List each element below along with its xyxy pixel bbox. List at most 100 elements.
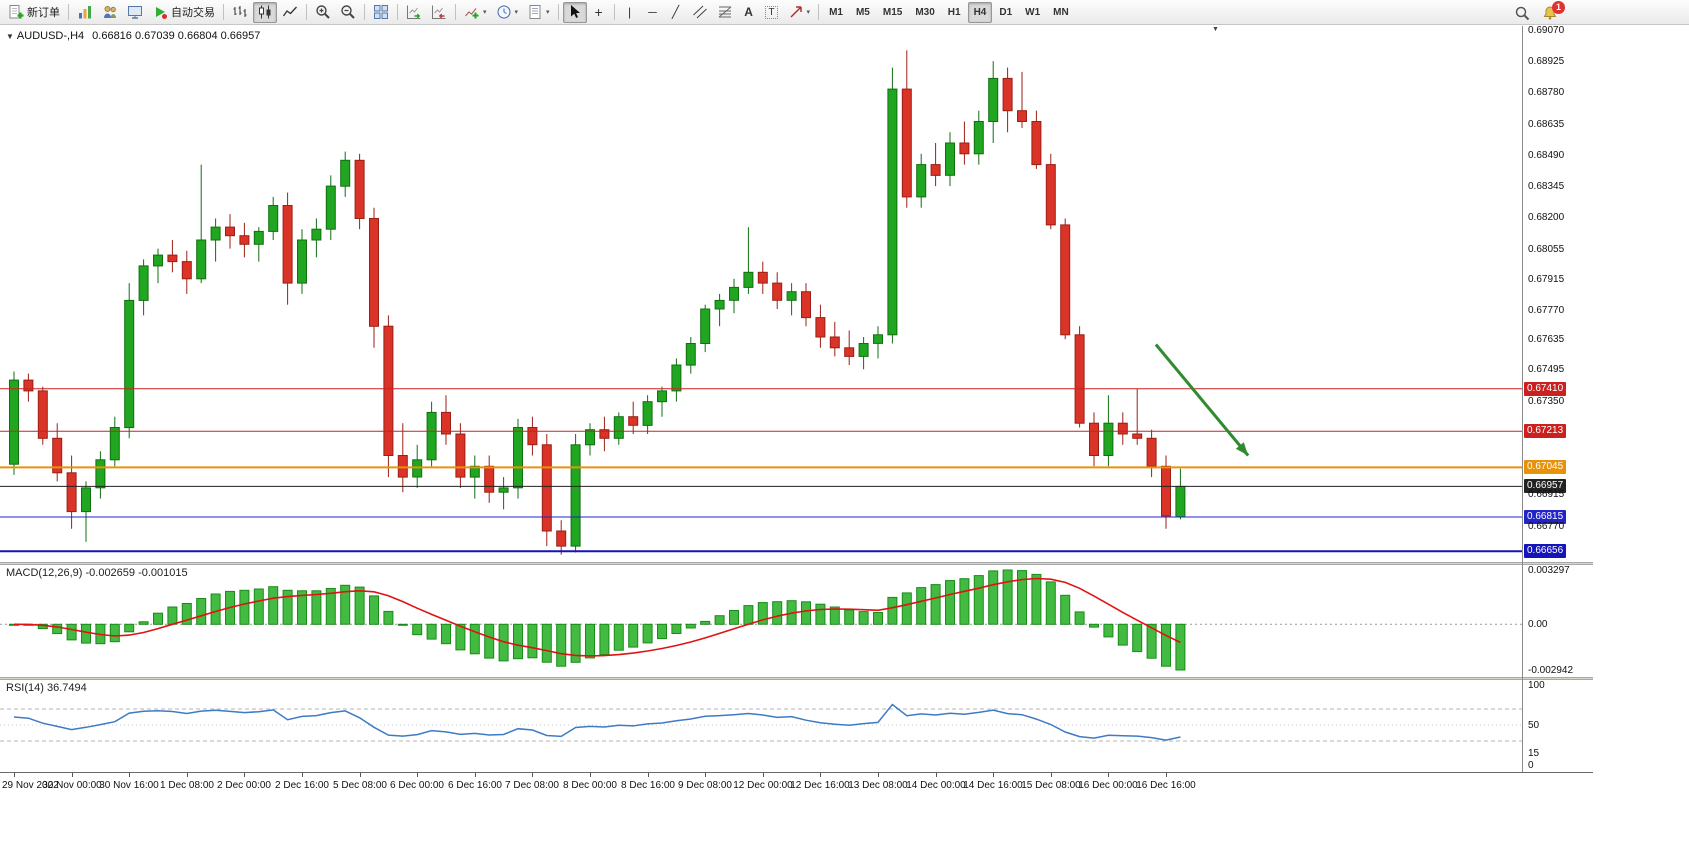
toolbar-separator: [613, 4, 615, 20]
timeframe-h1-button[interactable]: H1: [942, 2, 967, 23]
candlestick-chart-button[interactable]: [253, 1, 277, 23]
rsi-panel[interactable]: [0, 680, 1522, 772]
text-label-tool-button[interactable]: T: [761, 2, 783, 23]
equidistant-channel-button[interactable]: [688, 2, 712, 23]
zoom-out-button[interactable]: [336, 2, 360, 23]
fibonacci-button[interactable]: [713, 2, 737, 23]
horizontal-line-button[interactable]: ─: [642, 2, 664, 23]
line-chart-button[interactable]: [278, 2, 302, 23]
time-axis-tick: [14, 773, 15, 777]
price-line-label: 0.67410: [1524, 382, 1567, 396]
navigator-icon: [104, 6, 116, 18]
rsi-canvas[interactable]: [0, 680, 1522, 772]
bar-chart-button[interactable]: [228, 2, 252, 23]
candlestick-chart-icon: [259, 5, 271, 19]
time-axis-tick: [187, 773, 188, 777]
cursor-button[interactable]: [562, 1, 587, 23]
navigator-button[interactable]: [98, 2, 122, 23]
time-axis-tick: [1051, 773, 1052, 777]
macd-axis-label: -0.002942: [1528, 665, 1574, 676]
rsi-axis-label: 15: [1528, 748, 1540, 759]
time-axis[interactable]: 29 Nov 2022 30 Nov 00:00 30 Nov 16:00 1 Dec…: [0, 772, 1593, 798]
tile-windows-icon: [374, 5, 388, 19]
chart-symbol-period: AUDUSD-,H4: [16, 30, 85, 42]
time-axis-label: 6 Dec 00:00: [390, 780, 444, 791]
timeframe-mn-button[interactable]: MN: [1047, 2, 1075, 23]
tile-windows-button[interactable]: [369, 2, 393, 23]
price-axis-label: 0.67350: [1528, 396, 1565, 407]
time-axis-label: 16 Dec 16:00: [1136, 780, 1196, 791]
autotrading-label: 自动交易: [171, 7, 215, 19]
template-icon: [529, 5, 541, 19]
trendline-button[interactable]: ╱: [665, 2, 687, 23]
time-axis-tick: [417, 773, 418, 777]
macd-panel[interactable]: [0, 565, 1522, 677]
notifications-button[interactable]: 1: [1538, 1, 1565, 23]
price-axis-label: 0.66915: [1528, 489, 1565, 500]
panel-splitter[interactable]: [0, 562, 1593, 565]
new-order-button[interactable]: 新订单: [4, 2, 64, 23]
vertical-line-icon: |: [627, 5, 632, 19]
chart-shift-button[interactable]: [427, 2, 451, 23]
time-axis-tick: [475, 773, 476, 777]
price-line-label: 0.66815: [1524, 510, 1567, 524]
periods-button[interactable]: ▾: [492, 2, 523, 23]
text-label-icon: T: [765, 5, 779, 19]
chart-shift-marker[interactable]: ▼: [1212, 26, 1219, 33]
timeframe-m15-button[interactable]: M15: [877, 2, 908, 23]
time-axis-label: 8 Dec 00:00: [563, 780, 617, 791]
price-axis-label: 0.67495: [1528, 364, 1565, 375]
timeframe-d1-button[interactable]: D1: [993, 2, 1018, 23]
macd-canvas[interactable]: [0, 565, 1522, 677]
price-axis-label: 0.67770: [1528, 305, 1565, 316]
time-axis-label: 29 Nov 2022: [2, 780, 59, 791]
time-axis-tick: [878, 773, 879, 777]
price-axis-label: 0.68780: [1528, 87, 1565, 98]
rsi-axis-label: 100: [1528, 680, 1545, 691]
panel-splitter[interactable]: [0, 677, 1593, 680]
timeframe-h4-button[interactable]: H4: [967, 1, 993, 23]
market-watch-icon: [79, 6, 91, 19]
zoom-out-icon: [341, 5, 355, 19]
search-button[interactable]: [1510, 2, 1534, 23]
new-order-label: 新订单: [27, 7, 60, 19]
timeframe-m30-button[interactable]: M30: [909, 2, 940, 23]
chevron-down-icon: ▾: [806, 9, 811, 16]
price-panel[interactable]: [0, 26, 1522, 562]
indicators-button[interactable]: ▾: [460, 2, 491, 23]
auto-scroll-button[interactable]: [402, 2, 426, 23]
terminal-button[interactable]: [123, 2, 147, 23]
autotrading-button[interactable]: 自动交易: [148, 2, 219, 23]
fibonacci-retracement-icon: [718, 6, 731, 18]
one-click-trading-toggle[interactable]: ▼: [6, 32, 14, 41]
time-axis-tick: [360, 773, 361, 777]
text-tool-button[interactable]: A: [738, 2, 760, 23]
time-axis-label: 15 Dec 08:00: [1021, 780, 1081, 791]
rsi-axis-label: 50: [1528, 720, 1540, 731]
auto-scroll-icon: [407, 5, 421, 19]
text-tool-icon: A: [744, 5, 753, 19]
timeframe-m5-button[interactable]: M5: [850, 2, 876, 23]
market-watch-button[interactable]: [73, 2, 97, 23]
price-chart-canvas[interactable]: [0, 26, 1522, 562]
zoom-in-button[interactable]: [311, 2, 335, 23]
price-axis-label: 0.68925: [1528, 56, 1565, 67]
templates-button[interactable]: ▾: [523, 2, 554, 23]
main-toolbar: 新订单 自动交易 ▾: [0, 0, 1689, 25]
trendline-icon: ╱: [671, 5, 680, 19]
zoom-in-icon: [316, 5, 330, 19]
timeframe-m1-button[interactable]: M1: [823, 2, 849, 23]
vertical-line-button[interactable]: |: [619, 2, 641, 23]
price-line-label: 0.66656: [1524, 544, 1567, 558]
line-chart-icon: [282, 6, 297, 17]
price-axis[interactable]: 0.67410 0.67213 0.67045 0.66957 0.66815 0.666…: [1523, 0, 1598, 862]
timeframe-w1-button[interactable]: W1: [1019, 2, 1046, 23]
price-line-label: 0.66957: [1524, 479, 1567, 493]
macd-name: MACD(12,26,9): [6, 567, 83, 579]
arrows-tool-button[interactable]: ▾: [784, 2, 815, 23]
crosshair-button[interactable]: +: [588, 2, 610, 23]
rsi-indicator-label: RSI(14) 36.7494: [6, 682, 87, 694]
time-axis-tick: [590, 773, 591, 777]
cursor-icon: [570, 5, 580, 18]
time-axis-tick: [993, 773, 994, 777]
